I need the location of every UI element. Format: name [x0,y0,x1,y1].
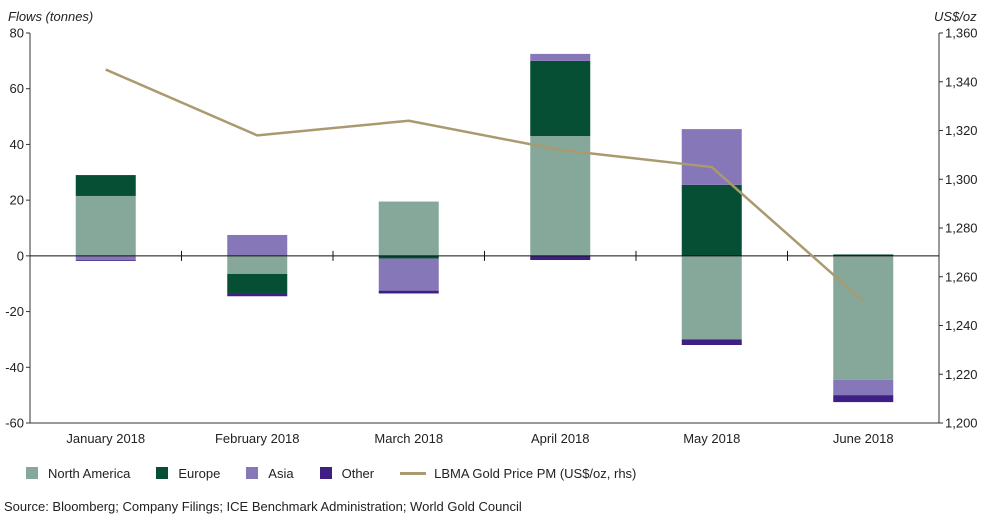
bar-other [530,255,591,261]
x-tick-label: January 2018 [66,431,145,446]
legend-item-gold-price: LBMA Gold Price PM (US$/oz, rhs) [400,466,636,481]
y-tick-label: -20 [5,304,24,319]
y-tick-label: 20 [10,193,24,208]
bar-asia [227,234,288,256]
y-tick-label: 0 [17,248,24,263]
bar-europe [75,175,136,196]
y2-tick-label: 1,200 [945,416,978,431]
y-tick-label: 40 [10,137,24,152]
y-tick-label: -60 [5,416,24,431]
y2-tick-label: 1,360 [945,26,978,41]
legend: North America Europe Asia Other LBMA Gol… [26,464,662,482]
legend-item-north-america: North America [26,466,130,481]
bar-north-america [681,255,742,340]
y2-tick-label: 1,300 [945,172,978,187]
bar-other [378,290,439,294]
bar-other [75,260,136,261]
x-tick-label: February 2018 [215,431,300,446]
gold-price-line [105,68,865,303]
legend-item-europe: Europe [156,466,220,481]
bar-asia [681,129,742,185]
x-tick-label: June 2018 [833,431,894,446]
y2-tick-label: 1,240 [945,318,978,333]
y-tick-label: -40 [5,360,24,375]
bar-europe [681,184,742,256]
left-axis-label: Flows (tonnes) [8,9,93,24]
bar-other [833,395,894,403]
bar-europe [530,60,591,137]
y2-tick-label: 1,320 [945,123,978,138]
legend-swatch [156,467,169,479]
legend-swatch [319,467,332,479]
y2-tick-label: 1,340 [945,74,978,89]
y2-tick-label: 1,260 [945,269,978,284]
x-tick-label: May 2018 [683,431,740,446]
legend-swatch [26,467,38,479]
bar-europe [833,254,894,256]
bar-asia [530,53,591,61]
y-tick-label: 60 [10,81,24,96]
bar-north-america [227,255,288,274]
legend-label: Europe [178,465,221,481]
y2-tick-label: 1,220 [945,367,978,382]
legend-label: Asia [268,465,294,481]
legend-label: North America [48,465,131,481]
bar-north-america [378,201,439,256]
source-note: Source: Bloomberg; Company Filings; ICE … [4,499,522,514]
bar-asia [75,255,136,261]
bar-other [227,293,288,297]
right-axis-label: US$/oz [934,9,977,24]
legend-item-other: Other [319,465,375,481]
legend-swatch [246,467,259,479]
bar-europe [378,255,439,259]
bar-europe [227,273,288,294]
plot-area: 80 60 40 20 0 -20 -40 -60 1,360 1,340 1,320 1,300 1,… [5,26,977,447]
legend-label: Other [341,465,375,481]
y2-tick-label: 1,280 [945,221,978,236]
bar-north-america [75,195,136,256]
bar-north-america [530,136,591,256]
bar-asia [378,258,439,291]
bar-north-america [833,255,894,380]
legend-line-swatch [400,471,427,475]
legend-label: LBMA Gold Price PM (US$/oz, rhs) [434,465,637,481]
x-tick-label: March 2018 [374,431,443,446]
legend-item-asia: Asia [246,465,294,481]
bar-asia [833,379,894,396]
bar-other [681,339,742,345]
y-tick-label: 80 [10,26,24,41]
x-tick-label: April 2018 [531,431,590,446]
